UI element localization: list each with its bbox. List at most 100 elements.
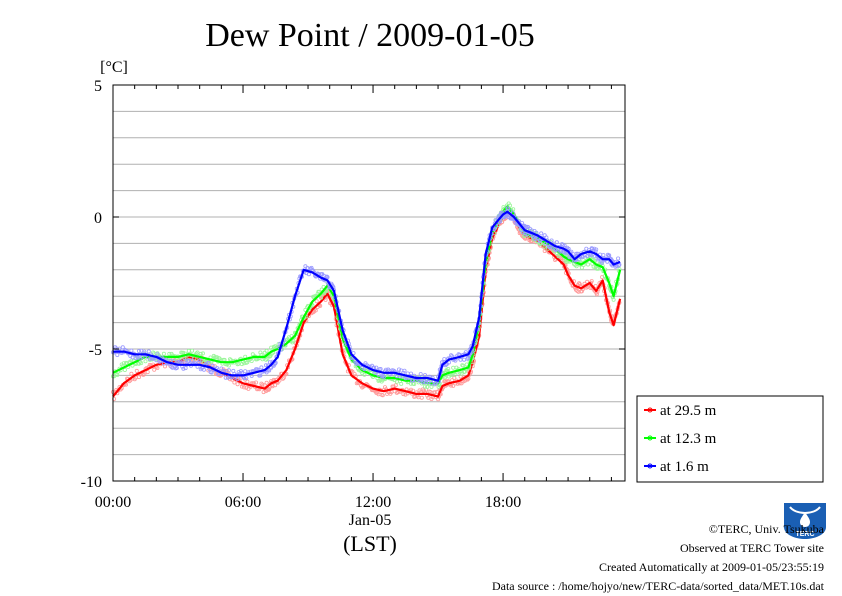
sample-point bbox=[449, 383, 454, 388]
y-tick-label: -10 bbox=[81, 474, 102, 491]
sample-point bbox=[146, 349, 151, 354]
sample-point bbox=[462, 369, 467, 374]
chart-title: Dew Point / 2009-01-05 bbox=[205, 17, 535, 54]
sample-point bbox=[386, 367, 391, 372]
sample-point bbox=[226, 363, 231, 368]
sample-point bbox=[318, 295, 323, 300]
sample-point bbox=[314, 299, 319, 304]
sample-point bbox=[318, 303, 323, 308]
sample-point bbox=[206, 360, 211, 365]
legend-swatch-marker bbox=[647, 435, 653, 441]
sample-point bbox=[249, 358, 254, 363]
sample-point bbox=[263, 363, 268, 368]
sample-point bbox=[462, 357, 467, 362]
sample-point bbox=[181, 350, 186, 355]
legend-swatch-marker bbox=[647, 407, 653, 413]
sample-point bbox=[362, 372, 367, 377]
grid-lines bbox=[113, 110, 625, 456]
sample-point bbox=[201, 367, 206, 372]
sample-point bbox=[235, 377, 240, 382]
sample-point bbox=[214, 355, 219, 360]
sample-point bbox=[120, 345, 125, 350]
sample-point bbox=[183, 366, 188, 371]
legend: at 29.5 m at 12.3 m at 1.6 m bbox=[636, 395, 824, 483]
sample-point bbox=[453, 372, 458, 377]
x-tick-label: 12:00 bbox=[355, 494, 391, 511]
sample-point bbox=[466, 376, 471, 381]
x-tick-label: 00:00 bbox=[95, 494, 131, 511]
sample-point bbox=[466, 355, 471, 360]
footer-copyright: ©TERC, Univ. Tsukuba bbox=[708, 522, 824, 536]
sample-point bbox=[589, 253, 594, 258]
sample-point bbox=[267, 386, 272, 391]
legend-label: at 12.3 m bbox=[660, 431, 717, 447]
x-axis: 00:00 06:00 12:00 18:00 bbox=[95, 85, 612, 511]
sample-point bbox=[378, 366, 383, 371]
sample-point bbox=[560, 243, 565, 248]
legend-swatch-marker bbox=[647, 463, 653, 469]
sample-point bbox=[167, 351, 172, 356]
sample-point bbox=[421, 379, 426, 384]
sample-point bbox=[562, 243, 567, 248]
sample-point bbox=[408, 387, 413, 392]
sample-point bbox=[190, 358, 195, 363]
sample-point bbox=[594, 247, 599, 252]
sample-point bbox=[425, 384, 430, 389]
sample-point bbox=[426, 379, 431, 384]
legend-box bbox=[636, 395, 824, 483]
sample-point bbox=[232, 380, 237, 385]
sample-point bbox=[554, 240, 559, 245]
sample-point bbox=[209, 370, 214, 375]
sample-point bbox=[197, 358, 202, 363]
sample-point bbox=[579, 289, 584, 294]
sample-point bbox=[381, 375, 386, 380]
sample-point bbox=[136, 349, 141, 354]
sample-point bbox=[580, 254, 585, 259]
sample-point bbox=[422, 373, 427, 378]
sample-point bbox=[280, 376, 285, 381]
sample-point bbox=[245, 379, 250, 384]
sample-point bbox=[451, 365, 456, 370]
sample-point bbox=[523, 231, 528, 236]
y-axis-unit-label: [°C] bbox=[100, 59, 128, 76]
sample-point bbox=[577, 282, 582, 287]
sample-point bbox=[129, 371, 134, 376]
sample-point bbox=[402, 368, 407, 373]
sample-point bbox=[380, 393, 385, 398]
sample-point bbox=[309, 265, 314, 270]
sample-point bbox=[426, 395, 431, 400]
plot-area-frame bbox=[112, 84, 626, 482]
sample-point bbox=[396, 367, 401, 372]
x-axis-label: (LST) bbox=[343, 531, 397, 556]
sample-point bbox=[442, 375, 447, 380]
sample-point bbox=[382, 385, 387, 390]
x-tick-label: 18:00 bbox=[485, 494, 521, 511]
sample-point bbox=[264, 380, 269, 385]
sample-point bbox=[601, 253, 606, 258]
sample-point bbox=[246, 386, 251, 391]
sample-point bbox=[284, 371, 289, 376]
sample-point bbox=[511, 211, 516, 216]
footer-source: Data source : /home/hojyo/new/TERC-data/… bbox=[491, 579, 824, 593]
x-axis-date-label: Jan-05 bbox=[349, 512, 392, 529]
sample-point bbox=[372, 365, 377, 370]
sample-point bbox=[181, 366, 186, 371]
sample-point bbox=[586, 262, 591, 267]
sample-point bbox=[265, 387, 270, 392]
sample-point bbox=[161, 351, 166, 356]
legend-label: at 1.6 m bbox=[660, 459, 709, 475]
series-samples bbox=[111, 201, 622, 389]
sample-point bbox=[422, 384, 427, 389]
sample-point bbox=[553, 247, 558, 252]
sample-point bbox=[607, 253, 612, 258]
sample-point bbox=[152, 367, 157, 372]
sample-point bbox=[323, 297, 328, 302]
sample-point bbox=[195, 350, 200, 355]
sample-point bbox=[143, 359, 148, 364]
sample-point bbox=[122, 367, 127, 372]
sample-point bbox=[291, 338, 296, 343]
sample-point bbox=[155, 352, 160, 357]
sample-point bbox=[432, 390, 437, 395]
sample-point bbox=[419, 395, 424, 400]
sample-point bbox=[594, 292, 599, 297]
